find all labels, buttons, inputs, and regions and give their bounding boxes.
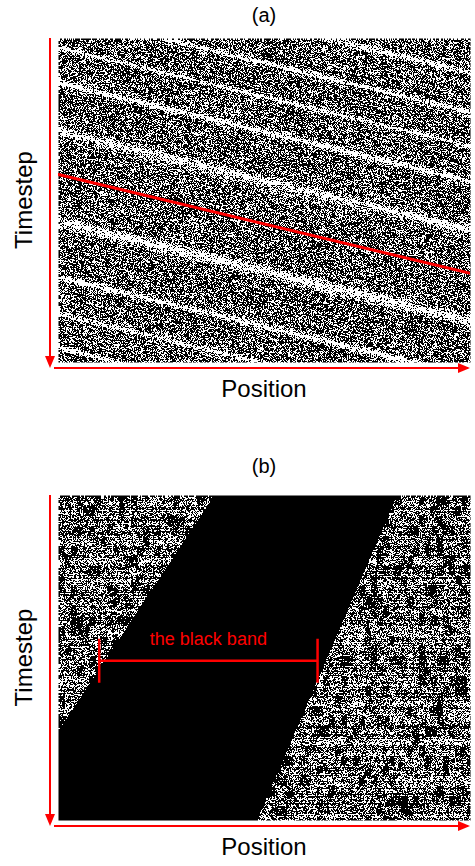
svg-text:Timestep: Timestep — [10, 609, 37, 707]
svg-text:(a): (a) — [252, 4, 276, 26]
svg-text:Position: Position — [221, 375, 306, 402]
svg-text:the black band: the black band — [150, 629, 267, 649]
svg-text:Timestep: Timestep — [10, 151, 37, 249]
svg-text:(b): (b) — [252, 455, 276, 477]
svg-text:Position: Position — [221, 833, 306, 860]
